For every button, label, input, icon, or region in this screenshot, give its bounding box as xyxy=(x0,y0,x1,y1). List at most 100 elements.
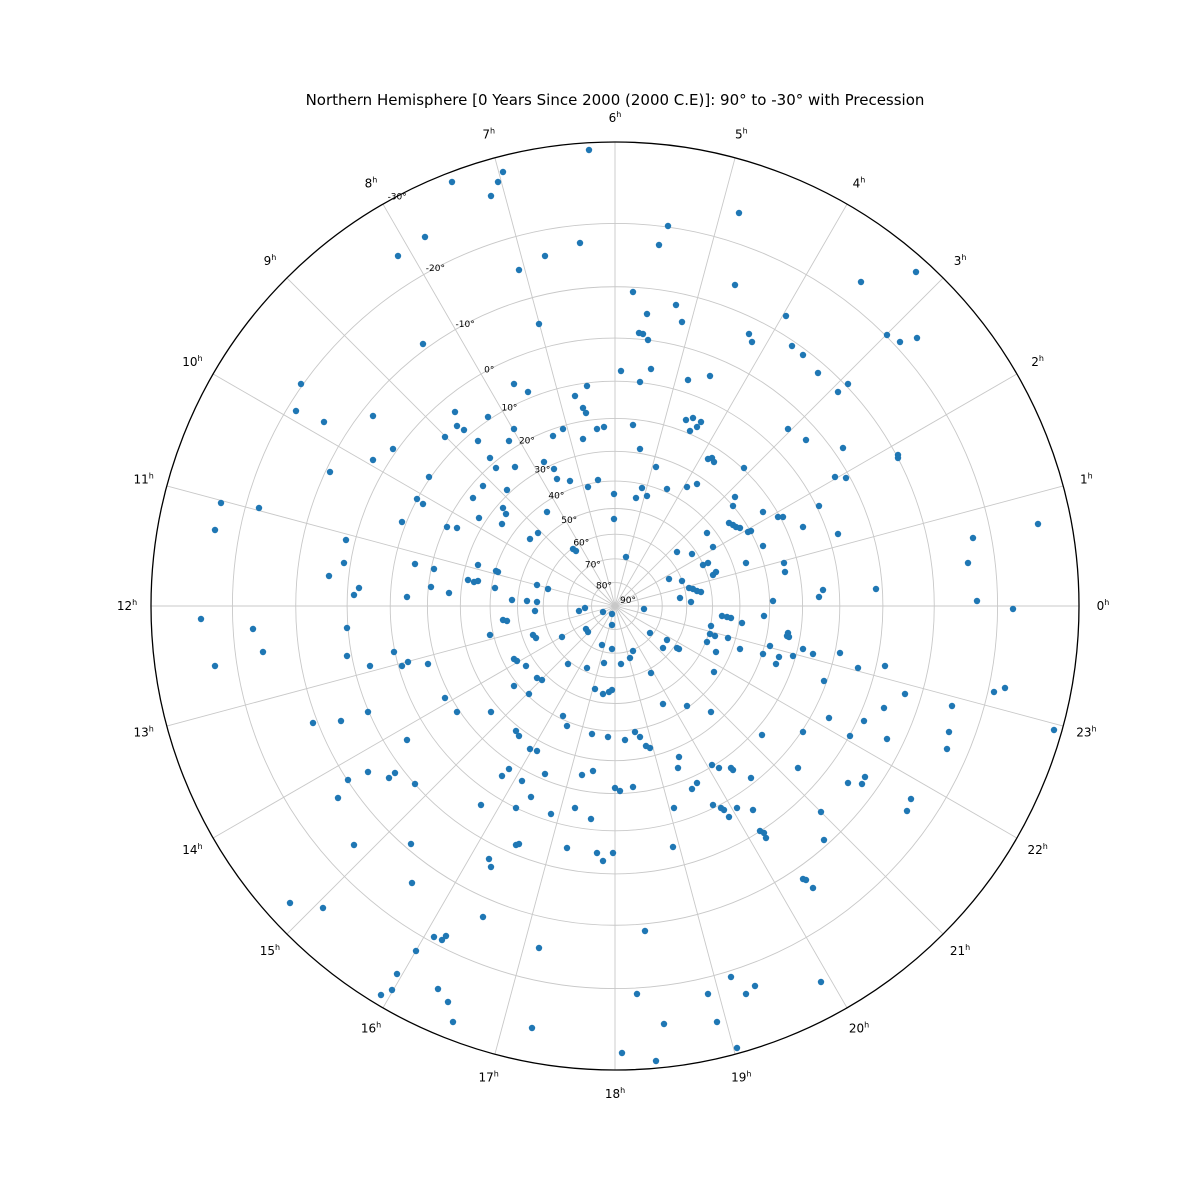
star-point xyxy=(511,463,519,471)
star-point xyxy=(609,849,617,857)
star-point xyxy=(659,700,667,708)
chart-outline xyxy=(150,141,1080,1071)
star-point xyxy=(712,648,720,656)
star-point xyxy=(599,690,607,698)
hour-label: 9h xyxy=(264,253,277,268)
hour-label: 17h xyxy=(479,1069,499,1084)
star-point xyxy=(618,1049,626,1057)
star-point xyxy=(589,767,597,775)
hour-label: 20h xyxy=(849,1021,869,1036)
star-point xyxy=(512,804,520,812)
star-point xyxy=(689,414,697,422)
star-point xyxy=(727,973,735,981)
dec-label: -20° xyxy=(426,264,445,274)
star-point xyxy=(492,567,500,575)
star-point xyxy=(249,625,257,633)
star-point xyxy=(559,425,567,433)
star-point xyxy=(633,990,641,998)
star-point xyxy=(622,553,630,561)
star-point xyxy=(350,841,358,849)
star-point xyxy=(794,764,802,772)
star-point xyxy=(448,178,456,186)
star-point xyxy=(505,765,513,773)
star-point xyxy=(499,168,507,176)
hour-label: 21h xyxy=(950,943,970,958)
star-point xyxy=(591,685,599,693)
star-point xyxy=(749,806,757,814)
star-point xyxy=(675,753,683,761)
star-point xyxy=(487,708,495,716)
star-point xyxy=(636,445,644,453)
star-point xyxy=(491,584,499,592)
star-point xyxy=(880,704,888,712)
hour-spoke xyxy=(382,605,616,1009)
star-point xyxy=(688,550,696,558)
star-point xyxy=(460,426,468,434)
star-point xyxy=(588,730,596,738)
star-point xyxy=(344,776,352,784)
star-point xyxy=(579,404,587,412)
dec-label: -30° xyxy=(388,192,407,202)
star-point xyxy=(844,380,852,388)
star-point xyxy=(945,728,953,736)
star-point xyxy=(617,660,625,668)
star-point xyxy=(611,784,619,792)
star-point xyxy=(531,607,539,615)
star-point xyxy=(587,815,595,823)
star-point xyxy=(769,597,777,605)
star-point xyxy=(441,694,449,702)
hour-spoke xyxy=(614,203,848,607)
star-point xyxy=(197,615,205,623)
dec-label: 30° xyxy=(534,465,550,475)
star-point xyxy=(479,482,487,490)
star-point xyxy=(425,473,433,481)
star-point xyxy=(286,899,294,907)
star-point xyxy=(343,652,351,660)
star-point xyxy=(709,571,717,579)
star-point xyxy=(669,843,677,851)
star-point xyxy=(854,664,862,672)
star-point xyxy=(948,702,956,710)
star-point xyxy=(772,660,780,668)
star-point xyxy=(646,629,654,637)
star-point xyxy=(438,936,446,944)
star-point xyxy=(1050,726,1058,734)
star-point xyxy=(640,605,648,613)
star-point xyxy=(604,733,612,741)
star-point xyxy=(494,178,502,186)
star-point xyxy=(703,529,711,537)
star-point xyxy=(487,863,495,871)
hour-spoke xyxy=(286,277,616,607)
star-point xyxy=(760,612,768,620)
star-point xyxy=(707,708,715,716)
star-point xyxy=(715,764,723,772)
star-point xyxy=(369,456,377,464)
star-point xyxy=(572,547,580,555)
star-point xyxy=(697,588,705,596)
star-point xyxy=(533,581,541,589)
hour-label: 16h xyxy=(361,1021,381,1036)
star-point xyxy=(652,1057,660,1065)
star-point xyxy=(684,376,692,384)
star-point xyxy=(687,598,695,606)
star-point xyxy=(709,801,717,809)
star-point xyxy=(990,688,998,696)
star-point xyxy=(610,515,618,523)
star-point xyxy=(259,648,267,656)
star-point xyxy=(709,543,717,551)
star-point xyxy=(337,717,345,725)
star-point xyxy=(820,677,828,685)
star-point xyxy=(704,559,712,567)
star-point xyxy=(608,686,616,694)
star-point xyxy=(608,621,616,629)
star-point xyxy=(515,266,523,274)
star-point xyxy=(643,492,651,500)
star-point xyxy=(785,633,793,641)
star-point xyxy=(901,690,909,698)
star-point xyxy=(510,682,518,690)
star-point xyxy=(718,612,726,620)
star-point xyxy=(477,801,485,809)
star-point xyxy=(525,690,533,698)
hour-spoke xyxy=(614,605,944,935)
